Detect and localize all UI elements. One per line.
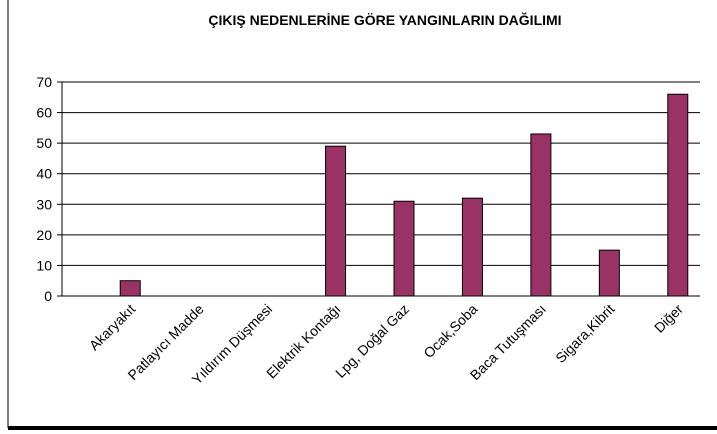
bar [598, 249, 620, 297]
chart-title: ÇIKIŞ NEDENLERİNE GÖRE YANGINLARIN DAĞIL… [208, 11, 561, 28]
bar [393, 200, 415, 297]
x-tick-label: Lpg, Doğal Gaz [332, 301, 412, 381]
y-tick-label: 20 [36, 227, 52, 243]
y-tick-label: 30 [36, 196, 52, 212]
bar [325, 145, 347, 297]
y-tick-label: 0 [44, 288, 52, 304]
y-tick-label: 60 [36, 105, 52, 121]
bar [667, 93, 689, 297]
x-tick-label: Diğer [651, 301, 686, 336]
bar [530, 133, 552, 297]
x-tick-label: Akaryakıt [86, 301, 139, 354]
y-tick-label: 50 [36, 135, 52, 151]
y-tick-label: 40 [36, 166, 52, 182]
x-tick-label: Ocak,Soba [420, 301, 480, 361]
x-tick-label: Sigara,Kibrit [552, 301, 617, 366]
y-tick-label: 70 [36, 74, 52, 90]
bar [119, 280, 141, 297]
bar [461, 197, 483, 297]
y-tick-label: 10 [36, 257, 52, 273]
